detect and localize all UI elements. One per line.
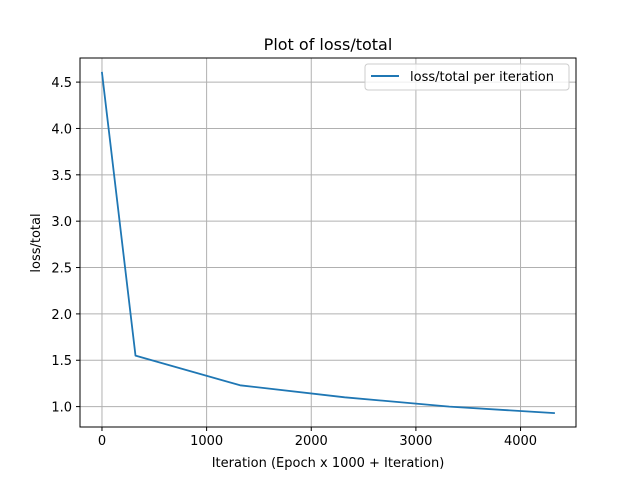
x-tick-label: 2000 bbox=[295, 434, 328, 449]
y-tick-label: 3.0 bbox=[51, 215, 72, 230]
x-tick-label: 4000 bbox=[504, 434, 537, 449]
y-tick-label: 1.5 bbox=[51, 354, 72, 369]
y-tick-label: 4.0 bbox=[51, 122, 72, 137]
x-tick-label: 3000 bbox=[399, 434, 432, 449]
x-tick-label: 1000 bbox=[190, 434, 223, 449]
y-tick-label: 4.5 bbox=[51, 76, 72, 91]
plot-frame bbox=[79, 57, 577, 428]
y-tick-label: 2.0 bbox=[51, 308, 72, 323]
legend-label: loss/total per iteration bbox=[410, 70, 554, 85]
x-axis-label: Iteration (Epoch x 1000 + Iteration) bbox=[212, 456, 445, 471]
legend: loss/total per iteration bbox=[364, 63, 570, 91]
series-layer bbox=[101, 71, 555, 415]
y-tick-label: 2.5 bbox=[51, 262, 72, 277]
x-tick-label: 0 bbox=[98, 434, 106, 449]
grid bbox=[80, 58, 576, 427]
ticks: 0 1000 2000 3000 4000 1.0 1.5 2.0 2.5 3.0 3.5 4.0 4.… bbox=[51, 76, 537, 449]
y-tick-label: 3.5 bbox=[51, 169, 72, 184]
series-line bbox=[101, 71, 555, 415]
y-axis-label: loss/total bbox=[29, 213, 44, 272]
y-tick-label: 1.0 bbox=[51, 401, 72, 416]
legend-box bbox=[364, 63, 570, 91]
chart-title: Plot of loss/total bbox=[264, 35, 393, 54]
